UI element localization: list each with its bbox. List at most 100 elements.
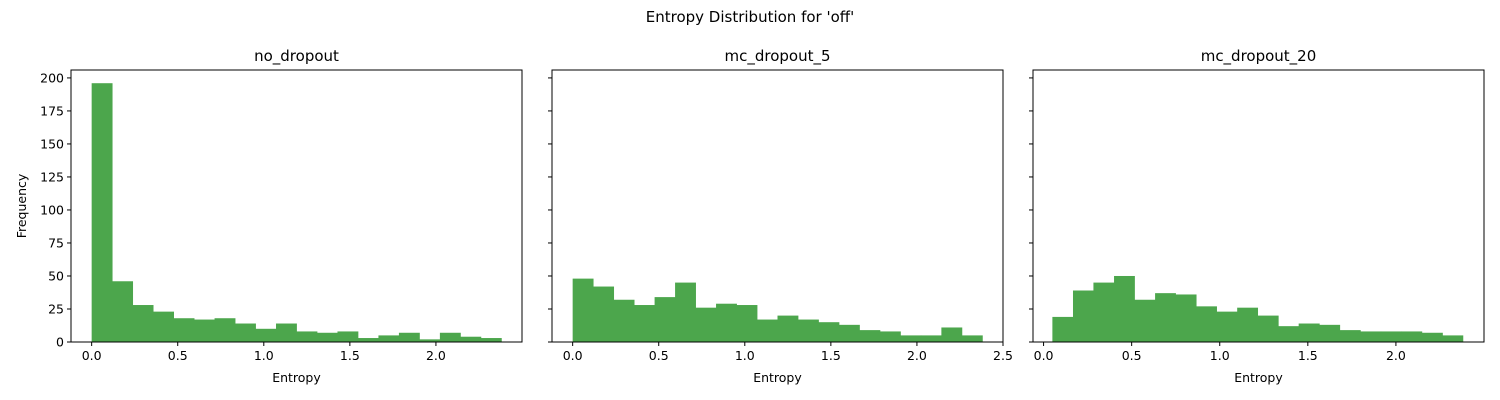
x-tick-label: 0.0: [82, 348, 102, 363]
histogram-bar: [961, 335, 983, 342]
histogram-bar: [1339, 330, 1361, 342]
x-tick-label: 2.0: [426, 348, 446, 363]
histogram-bar: [1360, 331, 1382, 342]
histogram-bar: [460, 336, 482, 342]
histogram-bar: [859, 330, 881, 342]
histogram-bar: [316, 332, 338, 342]
x-axis-label: Entropy: [272, 370, 321, 385]
y-tick-label: 125: [40, 169, 64, 184]
y-tick-label: 200: [40, 70, 64, 85]
histogram-bar: [398, 332, 420, 342]
x-tick-label: 0.5: [168, 348, 188, 363]
histogram-bar: [1155, 293, 1176, 342]
histogram-bar: [1401, 331, 1423, 342]
histogram-bar: [1237, 307, 1259, 342]
x-tick-label: 2.5: [993, 348, 1013, 363]
x-tick-label: 1.5: [821, 348, 841, 363]
x-tick-label: 0.5: [649, 348, 669, 363]
histogram-bar: [439, 332, 461, 342]
y-tick-label: 175: [40, 103, 64, 118]
histogram-bar: [757, 319, 778, 342]
histogram-bar: [654, 297, 676, 342]
histogram-bar: [1114, 275, 1135, 342]
x-tick-label: 1.5: [340, 348, 360, 363]
y-tick-label: 0: [56, 335, 64, 350]
histogram-bar: [1216, 311, 1238, 342]
subplot-title: mc_dropout_5: [724, 47, 830, 66]
histogram-bar: [941, 327, 963, 342]
histogram-bar: [1442, 335, 1464, 342]
axes-frame: [70, 69, 523, 343]
figure-suptitle: Entropy Distribution for 'off': [646, 8, 854, 26]
histogram-bar: [235, 323, 256, 342]
y-axis-label: Frequency: [14, 173, 29, 238]
histogram-bar: [716, 303, 737, 342]
x-tick-label: 1.0: [1210, 348, 1230, 363]
histogram-bar: [777, 315, 799, 342]
histogram-bar: [296, 331, 318, 342]
subplot-title: no_dropout: [254, 47, 339, 66]
subplot-mc_dropout_5: 0.0 0.5 1.0 1.5 2.0 2.5 mc_dropout_5 Entropy: [548, 47, 1013, 385]
x-axis-label: Entropy: [1234, 370, 1283, 385]
histogram-bar: [337, 331, 359, 342]
x-tick-label: 0.0: [563, 348, 583, 363]
histogram-bar: [255, 328, 277, 342]
histogram-bar: [153, 311, 174, 342]
histogram-bar: [613, 299, 635, 342]
histogram-bar: [1072, 290, 1094, 342]
histogram-bar: [194, 319, 215, 342]
histogram-bar: [593, 286, 615, 342]
histogram-bar: [634, 305, 655, 342]
x-tick-label: 0.0: [1034, 348, 1054, 363]
x-axis-label: Entropy: [753, 370, 802, 385]
x-tick-label: 1.5: [1298, 348, 1318, 363]
histogram-bar: [91, 83, 113, 342]
histogram-bar: [900, 335, 922, 342]
y-tick-label: 50: [48, 268, 64, 283]
x-tick-label: 1.0: [254, 348, 274, 363]
histogram-bar: [1298, 323, 1320, 342]
histogram-bar: [1380, 331, 1402, 342]
histogram-bar: [378, 335, 400, 342]
histogram-bar: [214, 318, 236, 342]
axes-frame: [551, 69, 1004, 343]
histogram-bar: [920, 335, 942, 342]
subplot-no_dropout: 0.0 0.5 1.0 1.5 2.0 0 25 50 75 100 125 150 175 200 no_…: [14, 47, 523, 385]
histogram-bar: [1093, 282, 1115, 342]
histogram-bar: [1052, 316, 1074, 342]
x-tick-label: 2.0: [1386, 348, 1406, 363]
x-tick-label: 0.5: [1122, 348, 1142, 363]
histogram-bar: [1196, 306, 1217, 342]
y-tick-label: 100: [40, 202, 64, 217]
y-tick-label: 75: [48, 235, 64, 250]
axes-frame: [1032, 69, 1485, 343]
x-tick-label: 2.0: [907, 348, 927, 363]
histogram-bar: [797, 319, 819, 342]
histogram-bar: [276, 323, 297, 342]
histogram-bar: [736, 305, 758, 342]
y-tick-label: 150: [40, 136, 64, 151]
histogram-bar: [1134, 299, 1156, 342]
histogram-bar: [1175, 294, 1197, 342]
histogram-bar: [879, 331, 901, 342]
histogram-bar: [675, 282, 696, 342]
subplot-mc_dropout_20: 0.0 0.5 1.0 1.5 2.0 mc_dropout_20 Entropy: [1029, 47, 1485, 385]
x-tick-label: 1.0: [735, 348, 755, 363]
histogram-bar: [132, 305, 154, 342]
histogram-bar: [480, 338, 502, 342]
histogram-bar: [357, 338, 379, 342]
histogram-bar: [112, 281, 134, 342]
histogram-bar: [572, 278, 594, 342]
subplots: 0.0 0.5 1.0 1.5 2.0 0 25 50 75 100 125 150 175 200 no_…: [14, 47, 1485, 385]
histogram-bar: [1319, 324, 1341, 342]
histogram-bar: [173, 318, 195, 342]
histogram-bar: [1257, 315, 1279, 342]
histogram-bar: [419, 339, 441, 342]
histogram-bar: [695, 307, 717, 342]
histogram-bar: [1421, 332, 1443, 342]
y-tick-label: 25: [48, 301, 64, 316]
subplot-title: mc_dropout_20: [1201, 47, 1317, 66]
histogram-bar: [1278, 326, 1300, 342]
histogram-bar: [838, 324, 860, 342]
